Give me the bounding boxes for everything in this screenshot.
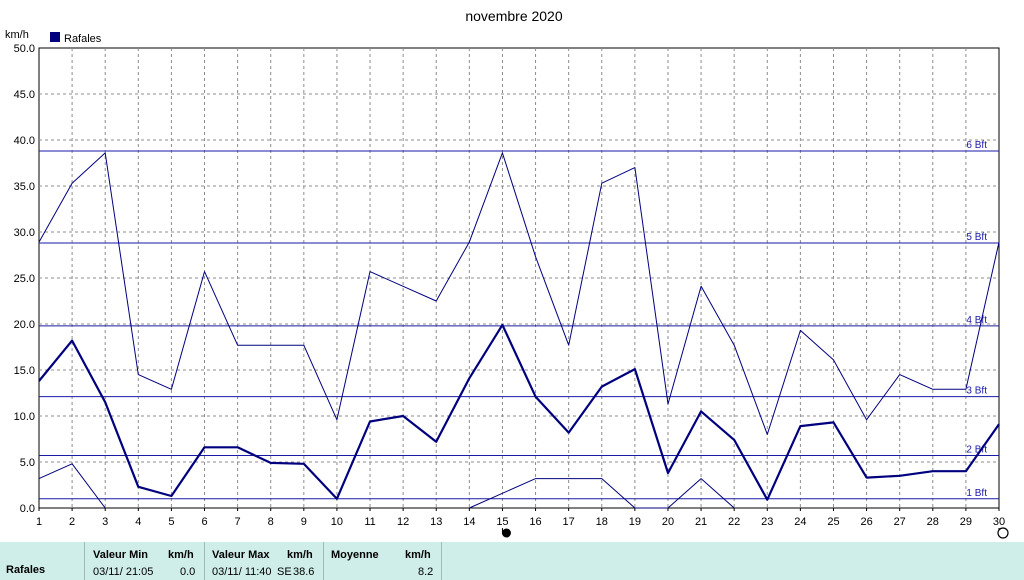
avg-value: 8.2 xyxy=(418,566,434,578)
x-tick-label: 13 xyxy=(430,516,442,528)
x-tick-label: 11 xyxy=(364,516,375,528)
series-line-max xyxy=(38,152,1000,435)
footer-divider xyxy=(323,542,324,580)
x-tick-label: 8 xyxy=(268,516,274,528)
x-tick-label: 15 xyxy=(496,516,508,528)
y-tick-label: 45.0 xyxy=(14,89,35,101)
x-tick-label: 14 xyxy=(463,516,475,528)
x-tick-label: 18 xyxy=(596,516,608,528)
x-tick-label: 26 xyxy=(860,516,872,528)
x-tick-label: 4 xyxy=(135,516,141,528)
min-header: Valeur Min xyxy=(93,549,149,561)
y-tick-label: 50.0 xyxy=(14,43,35,55)
x-tick-label: 7 xyxy=(235,516,241,528)
beaufort-label: 2 Bft xyxy=(966,445,987,456)
beaufort-label: 5 Bft xyxy=(966,232,987,243)
footer-series-label: Rafales xyxy=(6,564,46,576)
y-tick-label: 15.0 xyxy=(14,365,35,377)
x-tick-label: 2 xyxy=(69,516,75,528)
x-tick-label: 10 xyxy=(331,516,343,528)
full-moon-icon xyxy=(997,527,1009,539)
x-tick-label: 22 xyxy=(728,516,740,528)
new-moon-icon xyxy=(501,528,511,538)
max-header: Valeur Max xyxy=(212,549,270,561)
footer-divider xyxy=(204,542,205,580)
legend-swatch xyxy=(50,32,60,42)
x-tick-label: 1 xyxy=(36,516,42,528)
x-tick-label: 29 xyxy=(960,516,972,528)
min-unit: km/h xyxy=(168,549,194,561)
y-tick-label: 25.0 xyxy=(14,273,35,285)
x-tick-label: 24 xyxy=(794,516,806,528)
x-tick-label: 27 xyxy=(894,516,906,528)
series-line-min xyxy=(469,478,735,509)
max-time: 03/11/ 11:40 xyxy=(212,566,272,578)
beaufort-label: 4 Bft xyxy=(966,315,987,326)
footer-divider xyxy=(441,542,442,580)
x-tick-label: 21 xyxy=(695,516,707,528)
x-tick-label: 19 xyxy=(629,516,641,528)
summary-footer: Rafales Valeur Min km/h 03/11/ 21:05 0.0… xyxy=(0,542,1024,580)
y-tick-label: 40.0 xyxy=(14,135,35,147)
beaufort-label: 3 Bft xyxy=(966,386,987,397)
min-value: 0.0 xyxy=(180,566,196,578)
chart-title: novembre 2020 xyxy=(465,8,563,24)
series-line-mean xyxy=(38,323,1000,501)
x-tick-label: 6 xyxy=(201,516,207,528)
y-tick-label: 0.0 xyxy=(20,503,35,515)
y-tick-label: 20.0 xyxy=(14,319,35,331)
x-tick-label: 30 xyxy=(993,516,1005,528)
y-axis-unit: km/h xyxy=(5,29,29,41)
x-tick-label: 3 xyxy=(102,516,108,528)
max-unit: km/h xyxy=(287,549,313,561)
avg-unit: km/h xyxy=(405,549,431,561)
x-tick-label: 20 xyxy=(662,516,674,528)
avg-header: Moyenne xyxy=(331,549,379,561)
x-tick-label: 9 xyxy=(301,516,307,528)
series-line-min xyxy=(38,463,106,509)
beaufort-label: 6 Bft xyxy=(966,140,987,151)
min-time: 03/11/ 21:05 xyxy=(93,566,154,578)
footer-divider xyxy=(84,542,85,580)
chart: novembre 2020 km/h Rafales 1 Bft 2 Bft 3 B… xyxy=(5,8,1009,539)
legend-label: Rafales xyxy=(64,33,102,45)
x-tick-label: 5 xyxy=(168,516,174,528)
y-tick-label: 5.0 xyxy=(20,457,35,469)
y-tick-label: 35.0 xyxy=(14,181,35,193)
x-tick-label: 25 xyxy=(827,516,839,528)
x-tick-label: 16 xyxy=(529,516,541,528)
x-tick-label: 17 xyxy=(563,516,575,528)
x-tick-label: 23 xyxy=(761,516,773,528)
x-tick-label: 28 xyxy=(927,516,939,528)
max-direction: SE xyxy=(277,566,292,578)
max-value: 38.6 xyxy=(293,566,315,578)
beaufort-label: 1 Bft xyxy=(966,488,987,499)
y-tick-label: 10.0 xyxy=(14,411,35,423)
x-tick-label: 12 xyxy=(397,516,409,528)
y-tick-label: 30.0 xyxy=(14,227,35,239)
